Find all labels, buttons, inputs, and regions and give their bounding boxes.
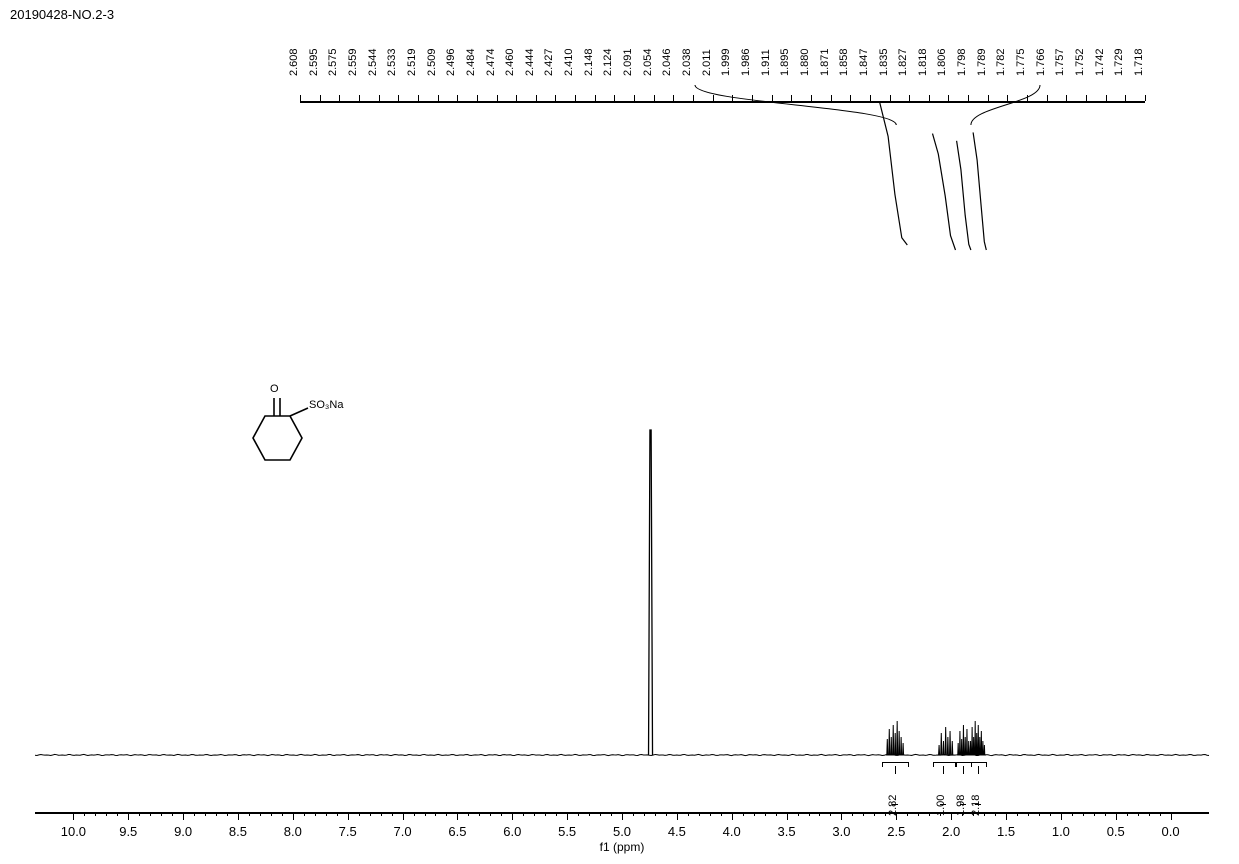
integration-value: 2.18 (970, 795, 982, 816)
integration-value: 1.00 (935, 795, 947, 816)
integration-bracket (882, 762, 909, 767)
integration-annotations: 2.82 1.00 1.982.18 (0, 0, 1239, 864)
integration-value: 1.98 (955, 795, 967, 816)
integration-value: 2.82 (887, 795, 899, 816)
integration-bracket (956, 762, 972, 767)
integration-bracket (933, 762, 957, 767)
nmr-spectrum-container: { "title": "20190428-NO.2-3", "colors": … (0, 0, 1239, 864)
integration-bracket (971, 762, 987, 767)
